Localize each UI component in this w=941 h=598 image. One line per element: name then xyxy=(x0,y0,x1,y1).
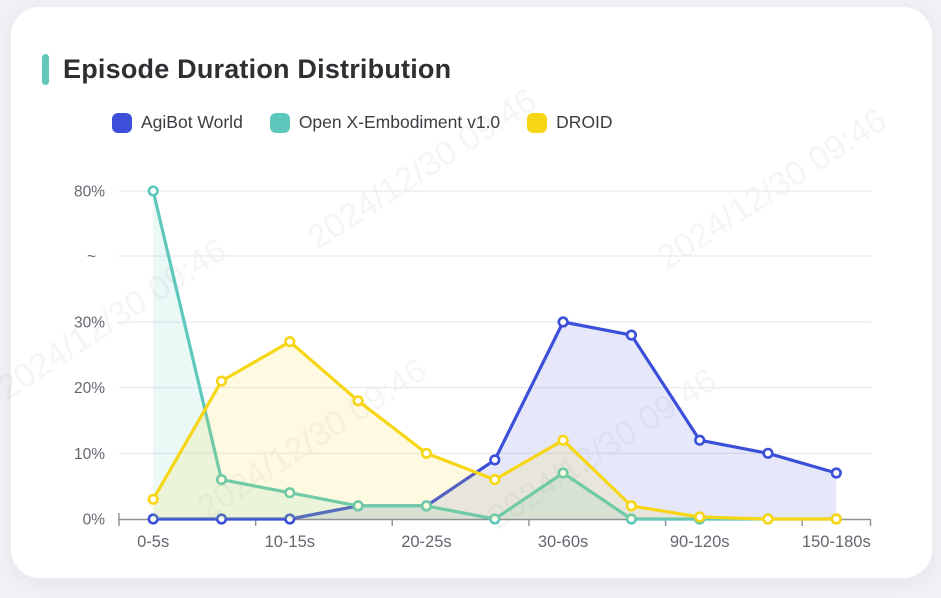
data-point-marker-agibot-world[interactable] xyxy=(762,447,774,459)
x-tick-label: 20-25s xyxy=(401,533,451,551)
y-tick-label: 30% xyxy=(74,314,105,331)
y-tick-label: ~ xyxy=(87,248,96,265)
data-point-marker-droid[interactable] xyxy=(830,513,842,525)
x-tick-label: 0-5s xyxy=(137,533,169,551)
series-area-droid xyxy=(153,341,837,519)
legend-item-agibot-world[interactable]: AgiBot World xyxy=(112,112,243,133)
data-point-marker-agibot-world[interactable] xyxy=(489,454,501,466)
data-point-marker-droid[interactable] xyxy=(694,511,706,523)
y-tick-label: 0% xyxy=(83,511,106,528)
data-point-marker-agibot-world[interactable] xyxy=(215,513,228,525)
x-tick-label: 90-120s xyxy=(670,533,730,551)
chart-header: Episode Duration Distribution xyxy=(42,54,451,85)
data-point-marker-droid[interactable] xyxy=(557,434,569,446)
data-point-marker-open-x-embodiment-v1-0[interactable] xyxy=(147,185,159,197)
data-point-marker-droid[interactable] xyxy=(284,336,296,348)
data-point-marker-agibot-world[interactable] xyxy=(284,513,296,525)
data-point-marker-open-x-embodiment-v1-0[interactable] xyxy=(215,474,228,486)
series-area-agibot-world xyxy=(153,322,837,519)
series-area-open-x-embodiment-v1-0 xyxy=(153,191,837,519)
data-point-marker-droid[interactable] xyxy=(625,500,638,512)
data-point-marker-agibot-world[interactable] xyxy=(557,316,569,328)
data-point-marker-droid[interactable] xyxy=(215,375,228,387)
x-tick-label: 150-180s xyxy=(802,533,871,551)
data-point-marker-open-x-embodiment-v1-0[interactable] xyxy=(420,500,433,512)
page-title: Episode Duration Distribution xyxy=(63,54,452,84)
data-point-marker-open-x-embodiment-v1-0[interactable] xyxy=(557,467,569,479)
data-point-marker-droid[interactable] xyxy=(147,493,159,505)
y-tick-label: 10% xyxy=(74,446,105,463)
legend-swatch-icon xyxy=(269,112,290,133)
data-point-marker-agibot-world[interactable] xyxy=(625,329,638,341)
legend-label: Open X-Embodiment v1.0 xyxy=(298,112,501,132)
title-accent-bar xyxy=(42,54,49,85)
data-point-marker-droid[interactable] xyxy=(420,447,433,459)
data-point-marker-agibot-world[interactable] xyxy=(694,434,706,446)
data-point-marker-agibot-world[interactable] xyxy=(147,513,159,525)
y-tick-label: 80% xyxy=(74,183,105,200)
data-point-marker-open-x-embodiment-v1-0[interactable] xyxy=(489,513,501,525)
y-tick-label: 20% xyxy=(74,380,105,397)
data-point-marker-agibot-world[interactable] xyxy=(830,467,842,479)
legend-swatch-icon xyxy=(527,112,548,133)
data-point-marker-droid[interactable] xyxy=(762,513,774,525)
legend-item-open-x-embodiment-v1-0[interactable]: Open X-Embodiment v1.0 xyxy=(269,112,501,133)
legend-swatch-icon xyxy=(112,112,132,133)
x-tick-label: 30-60s xyxy=(538,533,588,551)
data-point-marker-open-x-embodiment-v1-0[interactable] xyxy=(284,487,296,499)
data-point-marker-droid[interactable] xyxy=(352,395,364,407)
x-tick-label: 10-15s xyxy=(265,533,315,551)
legend-item-droid[interactable]: DROID xyxy=(527,112,613,133)
data-point-marker-open-x-embodiment-v1-0[interactable] xyxy=(625,513,638,525)
chart-legend: AgiBot World Open X-Embodiment v1.0 DROID xyxy=(112,112,613,133)
legend-label: AgiBot World xyxy=(141,112,243,132)
data-point-marker-open-x-embodiment-v1-0[interactable] xyxy=(352,500,364,512)
data-point-marker-droid[interactable] xyxy=(489,474,501,486)
legend-label: DROID xyxy=(556,112,613,132)
